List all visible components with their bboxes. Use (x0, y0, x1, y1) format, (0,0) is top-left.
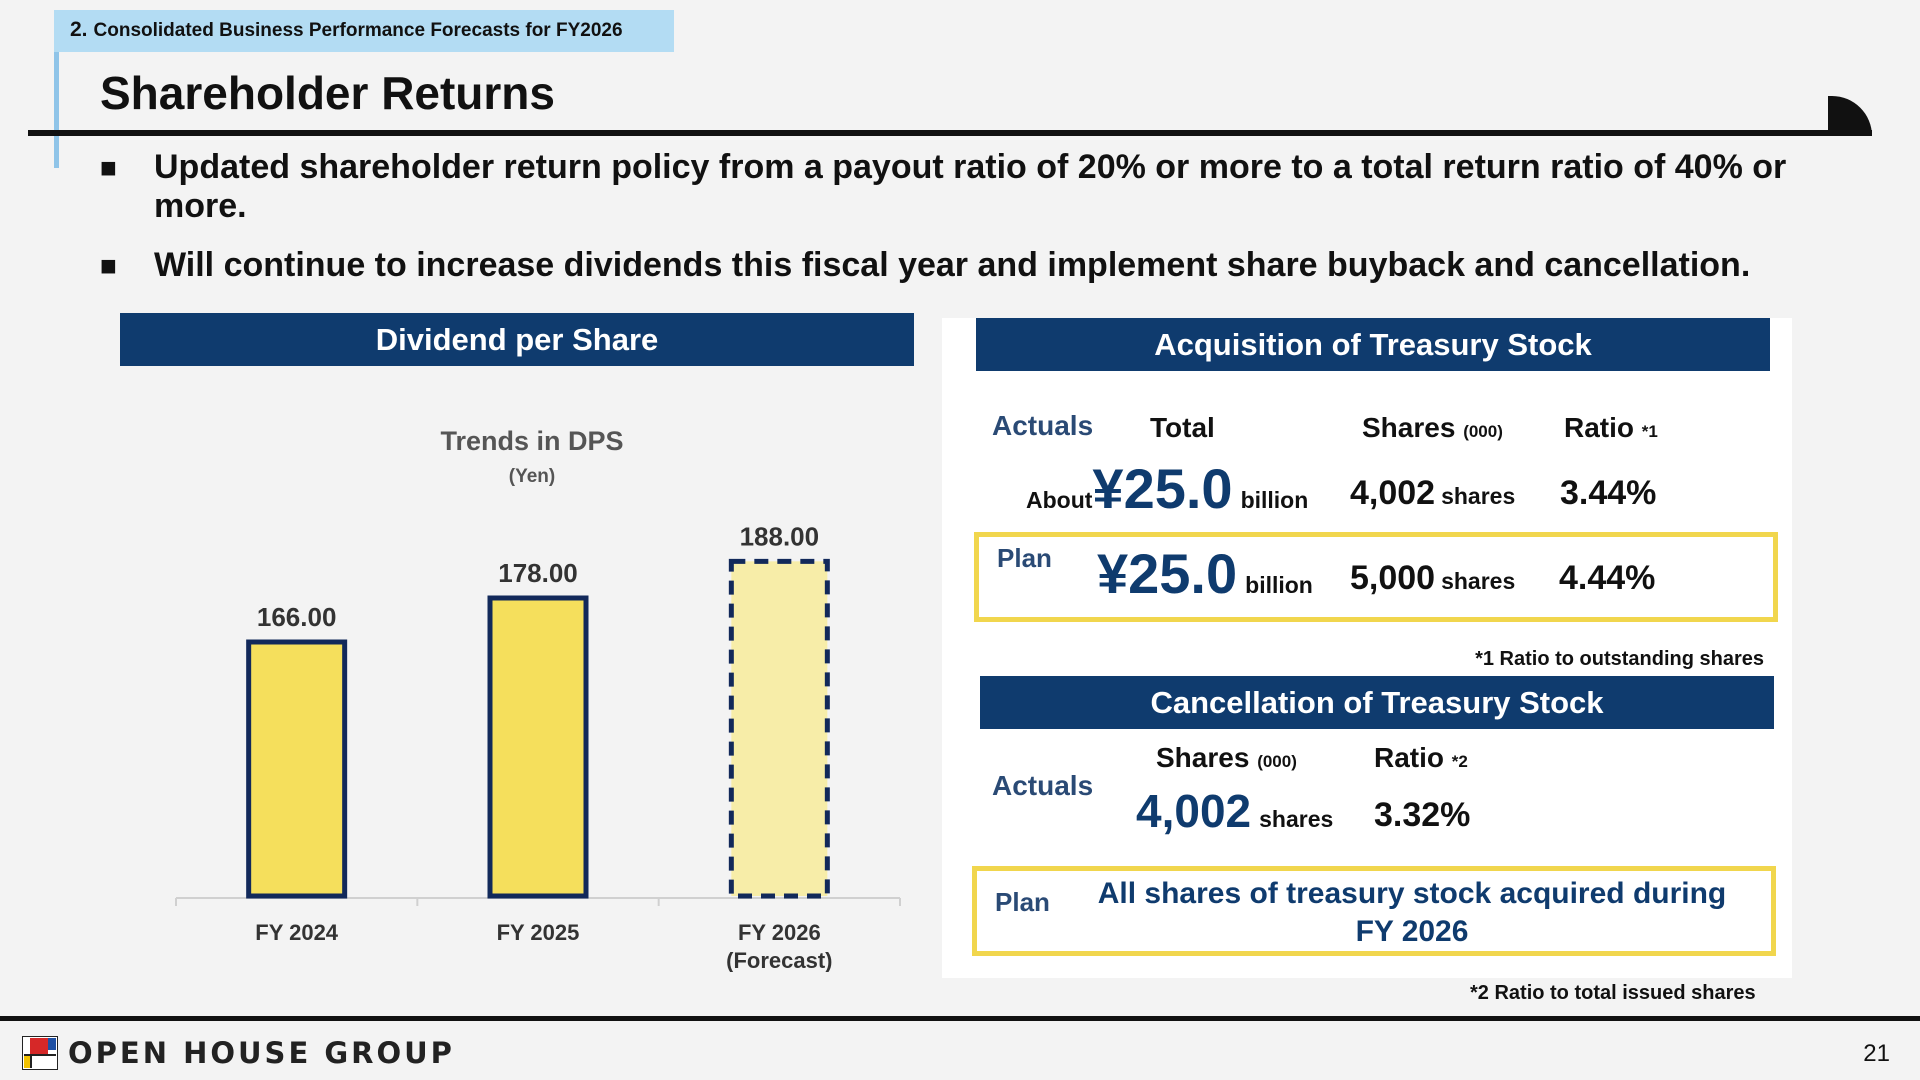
bar (487, 595, 589, 899)
cancellation-col-shares: Shares (000) (1156, 742, 1297, 774)
section-tag: 2. Consolidated Business Performance Fore… (54, 10, 674, 52)
treasury-stock-panel: Acquisition of Treasury Stock Actuals To… (942, 318, 1792, 978)
acquisition-actual-amount-unit: billion (1240, 487, 1309, 513)
acquisition-col-shares-unit: (000) (1463, 422, 1503, 441)
acquisition-col-total: Total (1150, 412, 1215, 443)
square-bullet-icon: ■ (100, 250, 117, 281)
bullet-text: Will continue to increase dividends this… (154, 246, 1751, 284)
acquisition-plan-amount-unit: billion (1245, 572, 1313, 598)
header-accent-rule (54, 10, 59, 168)
cancellation-plan-line2: FY 2026 (1355, 915, 1469, 948)
cancellation-actual-ratio: 3.32% (1374, 796, 1471, 834)
acquisition-actual-shares: 4,002 shares (1350, 474, 1515, 513)
cancellation-actual-shares-value: 4,002 (1136, 785, 1252, 837)
cancellation-footnote: *2 Ratio to total issued shares (1470, 982, 1756, 1005)
bullet-item: ■ Updated shareholder return policy from… (100, 148, 1880, 226)
chart-subtitle: (Yen) (509, 466, 555, 487)
square-bullet-icon: ■ (100, 152, 117, 183)
x-tick-sublabel: (Forecast) (726, 948, 832, 972)
cancellation-actuals-label: Actuals (992, 770, 1094, 801)
bar (728, 558, 830, 899)
open-house-logo-icon (22, 1036, 58, 1070)
cancellation-col-ratio: Ratio *2 (1374, 742, 1468, 774)
page-title: Shareholder Returns (100, 67, 555, 119)
header-corner-decoration (1828, 96, 1872, 136)
company-logo: OPEN HOUSE GROUP (22, 1036, 455, 1070)
cancellation-plan-line1: All shares of treasury stock acquired du… (1097, 877, 1727, 910)
acquisition-plan-label: Plan (997, 543, 1052, 573)
cancellation-col-ratio-text: Ratio (1374, 742, 1444, 773)
acquisition-col-ratio: Ratio *1 (1564, 412, 1658, 444)
acquisition-actual-amount: ¥25.0 (1092, 457, 1233, 520)
acquisition-plan-ratio: 4.44% (1559, 559, 1656, 597)
acquisition-footnote-text: Ratio to outstanding shares (1499, 648, 1764, 670)
page-number: 21 (1863, 1040, 1890, 1067)
bar-value-label: 178.00 (498, 558, 578, 588)
chart-title: Trends in DPS (440, 426, 623, 456)
footer-divider (0, 1016, 1920, 1021)
acquisition-actual-shares-value: 4,002 (1350, 474, 1436, 512)
bar (246, 639, 348, 899)
cancellation-actual-shares: 4,002 shares (1136, 784, 1333, 838)
logo-text: OPEN HOUSE GROUP (68, 1036, 455, 1070)
acquisition-plan-shares: 5,000 shares (1350, 559, 1515, 598)
dps-panel-header: Dividend per Share (120, 313, 914, 366)
acquisition-about-label: About (1026, 487, 1093, 513)
cancellation-footnote-text: Ratio to total issued shares (1494, 982, 1756, 1004)
x-tick-label: FY 2026 (738, 920, 821, 945)
acquisition-actuals-label: Actuals (992, 410, 1094, 441)
cancellation-header: Cancellation of Treasury Stock (980, 676, 1774, 729)
acquisition-plan-amount: ¥25.0 (1097, 542, 1238, 605)
x-tick-label: FY 2025 (497, 920, 580, 945)
acquisition-header: Acquisition of Treasury Stock (976, 318, 1770, 371)
bar-value-label: 166.00 (257, 602, 337, 632)
section-title: Consolidated Business Performance Foreca… (93, 20, 623, 41)
dps-chart-svg: Trends in DPS (Yen) 166.00 FY 2024 178.00 FY … (175, 426, 901, 972)
acquisition-plan-box: Plan ¥25.0 billion 5,000 shares 4.44% (974, 532, 1778, 622)
cancellation-col-shares-unit: (000) (1257, 752, 1297, 771)
cancellation-plan-box: Plan All shares of treasury stock acquir… (972, 866, 1776, 956)
acquisition-plan-shares-unit: shares (1441, 568, 1516, 594)
acquisition-actual-total: About ¥25.0 billion (1026, 456, 1308, 521)
cancellation-actual-shares-unit: shares (1259, 806, 1334, 832)
acquisition-footnote-mark: *1 (1475, 648, 1494, 670)
acquisition-plan-shares-value: 5,000 (1350, 559, 1436, 597)
x-tick-label: FY 2024 (255, 920, 339, 945)
bullet-text: Updated shareholder return policy from a… (154, 148, 1787, 225)
acquisition-col-ratio-note: *1 (1641, 422, 1658, 441)
cancellation-plan-label: Plan (995, 887, 1050, 917)
acquisition-actual-ratio: 3.44% (1560, 474, 1657, 512)
acquisition-actual-shares-unit: shares (1441, 483, 1516, 509)
acquisition-footnote: *1 Ratio to outstanding shares (1475, 648, 1764, 671)
bar-value-label: 188.00 (740, 521, 820, 551)
acquisition-col-ratio-text: Ratio (1564, 412, 1634, 443)
section-number: 2. (70, 18, 88, 41)
acquisition-col-shares: Shares (000) (1362, 412, 1503, 444)
cancellation-plan-text: All shares of treasury stock acquired du… (1067, 875, 1757, 951)
header-divider (28, 130, 1872, 136)
acquisition-plan-total: ¥25.0 billion (1097, 541, 1313, 606)
cancellation-col-shares-text: Shares (1156, 742, 1250, 773)
policy-bullets: ■ Updated shareholder return policy from… (100, 148, 1880, 305)
cancellation-footnote-mark: *2 (1470, 982, 1489, 1004)
acquisition-col-shares-text: Shares (1362, 412, 1456, 443)
dps-chart: Trends in DPS (Yen) 166.00 FY 2024 178.00 FY … (120, 412, 920, 972)
bullet-item: ■ Will continue to increase dividends th… (100, 246, 1880, 285)
cancellation-col-ratio-note: *2 (1451, 752, 1468, 771)
